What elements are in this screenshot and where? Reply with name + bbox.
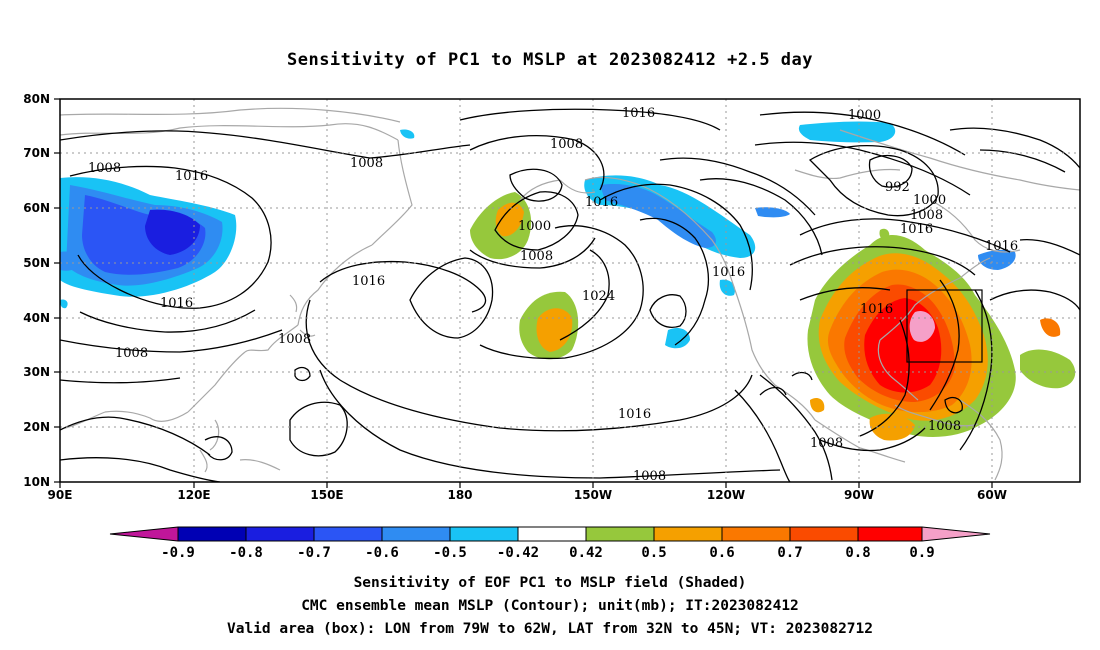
colorbar-label: 0.5	[641, 545, 666, 561]
contour-label: 1016	[352, 274, 385, 289]
colorbar-label: -0.42	[497, 545, 539, 561]
colorbar-lower-arrow	[110, 527, 178, 541]
contour-label: 1000	[913, 193, 946, 208]
shaded-sensitivity-negative	[60, 121, 1016, 349]
contour-label: 1016	[712, 265, 745, 280]
lon-label: 150E	[310, 488, 343, 502]
colorbar-label: 0.6	[709, 545, 734, 561]
lon-label: 120W	[707, 488, 745, 502]
contour-label: 1016	[860, 302, 893, 317]
caption-shaded: Sensitivity of EOF PC1 to MSLP field (Sh…	[353, 575, 747, 591]
colorbar-segment	[246, 527, 314, 541]
contour-label: 1016	[160, 296, 193, 311]
contour-label: 992	[885, 180, 910, 195]
contour-label: 1016	[175, 169, 208, 184]
lat-label: 20N	[23, 420, 50, 434]
contour-label: 1016	[618, 407, 651, 422]
contour-label: 1008	[88, 161, 121, 176]
gridlines	[60, 99, 1080, 482]
colorbar-segment	[178, 527, 246, 541]
contour-label: 1008	[115, 346, 148, 361]
contour-label: 1024	[582, 289, 615, 304]
axis-ticks	[54, 98, 993, 488]
colorbar-label: -0.8	[229, 545, 263, 561]
contour-label: 1000	[518, 219, 551, 234]
contour-label: 1008	[520, 249, 553, 264]
contour-label-bottom: 1008	[633, 469, 666, 484]
contour-label: 1008	[928, 419, 961, 434]
lon-label: 90E	[48, 488, 73, 502]
colorbar-label: -0.7	[297, 545, 331, 561]
colorbar-label: 0.9	[909, 545, 934, 561]
contour-label: 1008	[278, 332, 311, 347]
map-frame	[59, 98, 1081, 483]
colorbar: -0.9 -0.8 -0.7 -0.6 -0.5 -0.42 0.42 0.5 …	[109, 526, 991, 561]
contour-label: 1008	[910, 208, 943, 223]
colorbar-segment	[518, 527, 586, 541]
colorbar-segment	[382, 527, 450, 541]
colorbar-segment	[450, 527, 518, 541]
lat-label: 50N	[23, 256, 50, 270]
contour-label: 1016	[622, 106, 655, 121]
colorbar-segment	[654, 527, 722, 541]
lat-label: 70N	[23, 146, 50, 160]
plot-title: Sensitivity of PC1 to MSLP at 2023082412…	[286, 50, 813, 70]
colorbar-label: 0.42	[569, 545, 603, 561]
colorbar-upper-arrow	[922, 527, 990, 541]
colorbar-segment	[858, 527, 922, 541]
contour-label: 1016	[985, 239, 1018, 254]
lat-label: 10N	[23, 475, 50, 489]
lat-label: 40N	[23, 311, 50, 325]
contour-label: 1000	[848, 108, 881, 123]
colorbar-label: 0.8	[845, 545, 870, 561]
lon-label: 180	[447, 488, 472, 502]
latitude-labels: 80N 70N 60N 50N 40N 30N 20N 10N	[23, 92, 50, 489]
contour-label: 1016	[900, 222, 933, 237]
colorbar-segment	[790, 527, 858, 541]
valid-area-box	[906, 289, 983, 363]
mslp-contours	[60, 108, 1080, 482]
colorbar-label: -0.5	[433, 545, 467, 561]
lat-label: 30N	[23, 365, 50, 379]
lon-label: 150W	[574, 488, 612, 502]
colorbar-segment	[722, 527, 790, 541]
contour-label: 1016	[585, 195, 618, 210]
colorbar-label: -0.9	[161, 545, 195, 561]
longitude-labels: 90E 120E 150E 180 150W 120W 90W 60W	[48, 488, 1007, 502]
lat-label: 60N	[23, 201, 50, 215]
contour-label: 1008	[550, 137, 583, 152]
contour-labels: 1016 1008 1008 1016 1016 1008 1000 1008 …	[88, 106, 1018, 451]
lon-label: 90W	[844, 488, 874, 502]
colorbar-label: -0.6	[365, 545, 399, 561]
colorbar-label: 0.7	[777, 545, 802, 561]
lat-label: 80N	[23, 92, 50, 106]
colorbar-segment	[314, 527, 382, 541]
contour-label: 1008	[350, 156, 383, 171]
lon-label: 120E	[177, 488, 210, 502]
caption-valid-area: Valid area (box): LON from 79W to 62W, L…	[226, 621, 873, 637]
contour-label: 1008	[810, 436, 843, 451]
colorbar-segment	[586, 527, 654, 541]
lon-label: 60W	[977, 488, 1007, 502]
shaded-sensitivity-positive	[470, 192, 1076, 441]
caption-contour: CMC ensemble mean MSLP (Contour); unit(m…	[301, 598, 799, 614]
